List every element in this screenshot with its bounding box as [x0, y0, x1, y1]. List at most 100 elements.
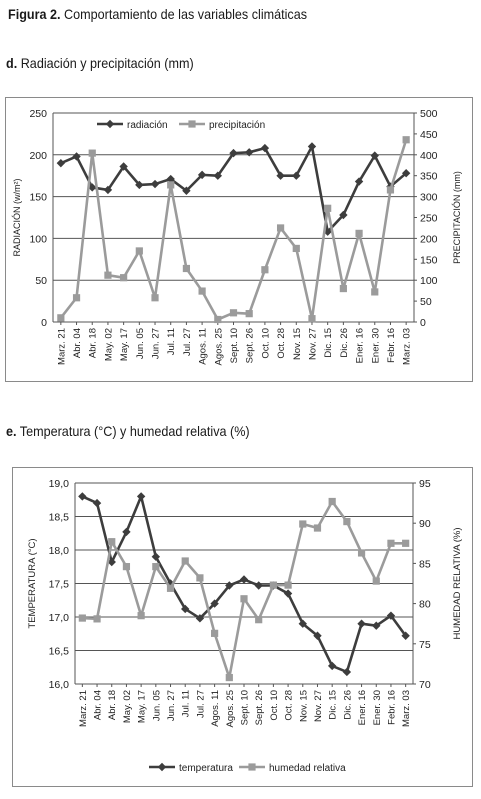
chart-d-xtick-label: Jul. 11 — [166, 328, 177, 355]
chart-e-ytick-label: 19,0 — [49, 478, 70, 490]
chart-d-series-2 — [57, 136, 410, 324]
chart-d-xtick-label: Ener. 30 — [370, 328, 381, 363]
chart-d-data-point — [261, 266, 269, 274]
chart-e-data-point — [372, 577, 380, 585]
chart-d-data-point — [72, 294, 81, 302]
chart-d-y2tick-label: 500 — [420, 108, 438, 120]
chart-d-ytick-label: 0 — [41, 317, 47, 329]
chart-d-y2tick-label: 0 — [420, 317, 426, 329]
chart-e-frame: 16,0 16,5 17,0 17,5 18,0 18,5 19,0 70 75 80 85 90 95… — [12, 467, 473, 787]
chart-e-y2label: HUMEDAD RELATIVA (%) — [452, 527, 463, 639]
chart-e-y2tick-label: 75 — [419, 639, 431, 651]
chart-e-data-point — [240, 595, 248, 603]
chart-e-xtick-label: Marz. 03 — [401, 690, 412, 727]
chart-d-data-point — [371, 288, 379, 296]
chart-d-data-point — [150, 179, 160, 189]
chart-d-data-point — [229, 148, 238, 158]
chart-d-xtick-label: Marz. 21 — [56, 328, 67, 365]
chart-d-data-point — [88, 183, 97, 192]
chart-e-legend-label: temperatura — [179, 763, 233, 774]
chart-d-data-point — [167, 181, 175, 189]
chart-e-ytick-label: 16,0 — [49, 679, 70, 691]
chart-e-data-point — [284, 581, 292, 589]
chart-d-xtick-label: Agos. 25 — [213, 328, 224, 366]
chart-e-xtick-label: Sept. 10 — [240, 690, 251, 725]
section-d-text: Radiación y precipitación (mm) — [20, 55, 194, 71]
chart-d-data-point — [386, 186, 395, 194]
chart-e-xtick-label: Dic. 15 — [328, 690, 339, 720]
section-d-letter: d. — [6, 55, 18, 71]
chart-d-data-point — [88, 149, 96, 157]
chart-e-xtick-label: Abr. 18 — [107, 690, 118, 720]
chart-d-data-point — [401, 168, 411, 178]
chart-e-ytick-label: 17,0 — [49, 612, 70, 624]
chart-e-xtick-label: Nov. 15 — [298, 690, 309, 722]
chart-e-xtick-label: Ener. 16 — [357, 690, 368, 725]
chart-d-data-point — [135, 180, 144, 190]
chart-e-y2tick-label: 95 — [419, 478, 431, 490]
chart-d-data-point — [182, 186, 191, 195]
chart-e-data-point — [255, 616, 263, 624]
chart-e-xtick-label: May. 17 — [137, 690, 148, 723]
chart-d-xtick-label: Ener. 16 — [355, 328, 366, 363]
chart-d-data-point — [135, 247, 143, 255]
chart-d-data-point — [197, 170, 207, 180]
chart-e-xtick-label: Febr. 16 — [386, 690, 397, 725]
chart-d-xtick-label: Febr. 16 — [386, 328, 397, 363]
chart-d-data-point — [354, 177, 364, 186]
chart-d-y2tick-label: 400 — [420, 150, 438, 162]
chart-d-series-line — [60, 145, 407, 234]
chart-d-ytick-label: 100 — [29, 233, 47, 245]
chart-e-data-point — [225, 581, 234, 590]
chart-d-data-point — [308, 315, 316, 323]
chart-e-xtick-label: Sept. 26 — [254, 690, 265, 725]
chart-e-legend-marker — [248, 763, 256, 771]
chart-d-legend-label: radiación — [127, 120, 168, 131]
chart-d-frame: 0 50 100 150 200 250 0 50 100 150 200 250 300 350 400 4… — [5, 97, 473, 382]
chart-d-data-point — [166, 174, 175, 184]
chart-e-series-line — [82, 500, 406, 679]
chart-e-data-point — [357, 619, 366, 628]
chart-d-y2tick-label: 300 — [420, 192, 438, 204]
chart-e-ytick-label: 16,5 — [49, 646, 70, 658]
chart-d-xtick-label: May. 02 — [103, 328, 114, 361]
chart-d-legend-label: precipitación — [209, 120, 265, 131]
chart-e-y2tick-label: 90 — [419, 518, 431, 530]
chart-d-y2tick-label: 450 — [420, 129, 438, 141]
chart-e-data-point — [342, 667, 352, 677]
chart-e-data-point — [402, 539, 410, 547]
chart-d-xtick-label: Jul. 27 — [182, 328, 193, 356]
chart-e-ytick-label: 18,0 — [49, 545, 70, 557]
section-e-title: e. Temperatura (°C) y humedad relativa (… — [6, 423, 250, 439]
chart-e-xtick-label: Nov. 27 — [313, 690, 324, 722]
chart-d-data-point — [244, 148, 254, 157]
chart-d: 0 50 100 150 200 250 0 50 100 150 200 250 300 350 400 4… — [12, 108, 462, 366]
chart-e-data-point — [313, 524, 322, 532]
chart-d-xtick-label: Dic. 26 — [339, 328, 350, 358]
chart-e-data-point — [78, 492, 87, 501]
chart-d-data-point — [355, 229, 363, 237]
chart-d-data-point — [292, 244, 300, 253]
chart-e-xtick-label: Jul. 11 — [181, 690, 192, 717]
chart-e-data-point — [78, 614, 86, 622]
chart-e-data-point — [327, 661, 337, 671]
chart-e-legend-marker — [157, 762, 167, 772]
chart-e-xtick-label: Oct. 28 — [284, 690, 295, 721]
chart-d-data-point — [370, 151, 379, 160]
chart-e-data-point — [254, 581, 263, 590]
chart-d-ytick-label: 150 — [29, 192, 47, 204]
chart-d-data-point — [119, 162, 128, 171]
chart-d-xtick-label: Marz. 03 — [402, 328, 413, 365]
chart-e-data-point — [328, 497, 336, 506]
chart-e-xtick-label: May. 02 — [122, 690, 133, 723]
chart-e-xtick-label: Ener. 30 — [372, 690, 383, 725]
chart-e-data-point — [122, 527, 131, 537]
chart-d-xtick-label: Nov. 15 — [292, 328, 303, 360]
chart-d-y2tick-label: 50 — [420, 296, 432, 308]
chart-e-xtick-label: Agos. 11 — [210, 690, 221, 727]
chart-d-y2tick-label: 350 — [420, 171, 438, 183]
chart-d-data-point — [339, 284, 347, 293]
chart-d-xtick-label: Jun. 27 — [151, 328, 162, 359]
chart-e-data-point — [211, 629, 219, 637]
chart-d-y2tick-label: 150 — [420, 254, 438, 266]
